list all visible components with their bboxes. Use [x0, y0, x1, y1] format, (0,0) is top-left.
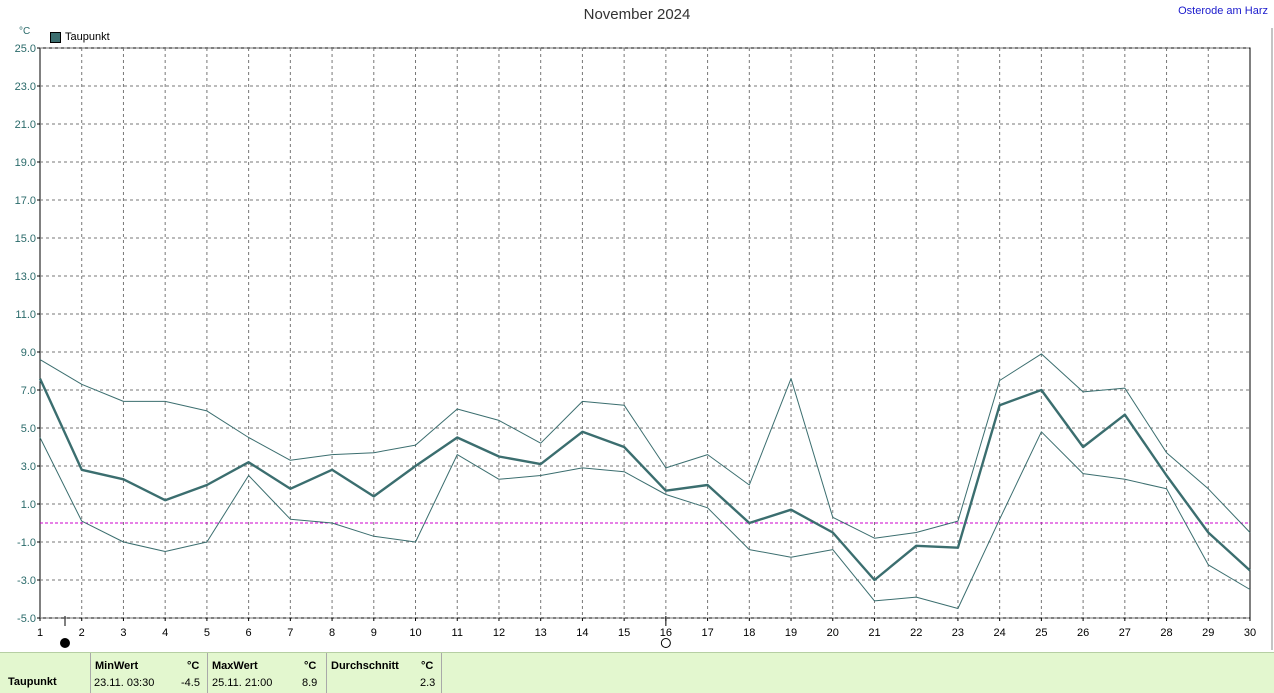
x-tick-label: 20	[827, 627, 839, 639]
y-tick-label: 17.0	[15, 195, 36, 207]
y-tick-label: 11.0	[15, 309, 36, 321]
avg-value: 2.3	[420, 677, 436, 689]
y-tick-label: 21.0	[15, 119, 36, 131]
y-tick-label: 15.0	[15, 233, 36, 245]
x-tick-label: 25	[1035, 627, 1047, 639]
dewpoint-chart: 25.023.021.019.017.015.013.011.09.07.05.…	[15, 28, 1273, 650]
stats-bar: Taupunkt MinWert °C 23.11. 03:30 -4.5 Ma…	[0, 652, 1274, 693]
chart-title: November 2024	[583, 6, 691, 23]
x-tick-label: 27	[1119, 627, 1131, 639]
max-cell: MaxWert °C 25.11. 21:00 8.9	[207, 653, 326, 693]
x-tick-label: 17	[701, 627, 713, 639]
min-unit: °C	[187, 660, 200, 672]
x-tick-label: 2	[79, 627, 85, 639]
x-tick-label: 12	[493, 627, 505, 639]
avg-cell: Durchschnitt °C 2.3	[326, 653, 442, 693]
y-tick-label: -3.0	[17, 575, 36, 587]
min-cell: MinWert °C 23.11. 03:30 -4.5	[90, 653, 206, 693]
min-date: 23.11. 03:30	[94, 677, 155, 689]
y-tick-label: 25.0	[15, 43, 36, 55]
stats-series-name: Taupunkt	[8, 676, 57, 688]
x-tick-label: 10	[409, 627, 421, 639]
max-date: 25.11. 21:00	[212, 677, 273, 689]
avg-header: Durchschnitt	[331, 660, 399, 672]
avg-unit: °C	[421, 660, 434, 672]
x-tick-label: 6	[246, 627, 252, 639]
plot-area	[39, 47, 1251, 619]
y-tick-label: -5.0	[17, 613, 36, 625]
x-tick-label: 1	[37, 627, 43, 639]
x-tick-label: 11	[452, 627, 463, 639]
x-tick-label: 23	[952, 627, 964, 639]
y-tick-label: 5.0	[21, 423, 36, 435]
legend: Taupunkt	[50, 31, 110, 43]
legend-swatch	[50, 31, 61, 43]
series-line-min	[39, 431, 1251, 609]
x-tick-label: 24	[994, 627, 1006, 639]
y-tick-label: -1.0	[17, 537, 36, 549]
new-moon-icon	[660, 638, 671, 648]
y-tick-label: 7.0	[21, 385, 36, 397]
series-line-mean	[38, 378, 1251, 582]
min-header: MinWert	[95, 660, 139, 672]
x-tick-label: 30	[1244, 627, 1256, 639]
x-tick-label: 15	[618, 627, 630, 639]
x-tick-label: 14	[576, 627, 588, 639]
x-tick-label: 9	[371, 627, 377, 639]
y-tick-label: 9.0	[21, 347, 36, 359]
legend-label: Taupunkt	[65, 31, 110, 43]
max-value: 8.9	[302, 677, 318, 689]
max-unit: °C	[304, 660, 317, 672]
x-tick-label: 16	[660, 627, 672, 639]
x-tick-label: 7	[287, 627, 293, 639]
station-link[interactable]: Osterode am Harz	[1178, 5, 1268, 17]
x-tick-label: 18	[743, 627, 755, 639]
y-tick-label: 1.0	[21, 499, 36, 511]
y-axis-unit: °C	[19, 26, 31, 37]
x-tick-label: 21	[868, 627, 880, 639]
x-tick-label: 13	[535, 627, 547, 639]
x-tick-label: 5	[204, 627, 210, 639]
min-value: -4.5	[181, 677, 200, 689]
series-line-max	[39, 353, 1251, 539]
x-tick-label: 8	[329, 627, 335, 639]
x-tick-label: 22	[910, 627, 922, 639]
x-tick-label: 28	[1160, 627, 1172, 639]
y-tick-label: 3.0	[21, 461, 36, 473]
full-moon-icon	[60, 638, 70, 648]
max-header: MaxWert	[212, 660, 258, 672]
y-tick-label: 13.0	[15, 271, 36, 283]
y-tick-label: 23.0	[15, 81, 36, 93]
x-tick-label: 29	[1202, 627, 1214, 639]
x-tick-label: 19	[785, 627, 797, 639]
y-tick-label: 19.0	[15, 157, 36, 169]
x-tick-label: 3	[120, 627, 126, 639]
x-tick-label: 4	[162, 627, 168, 639]
x-tick-label: 26	[1077, 627, 1089, 639]
